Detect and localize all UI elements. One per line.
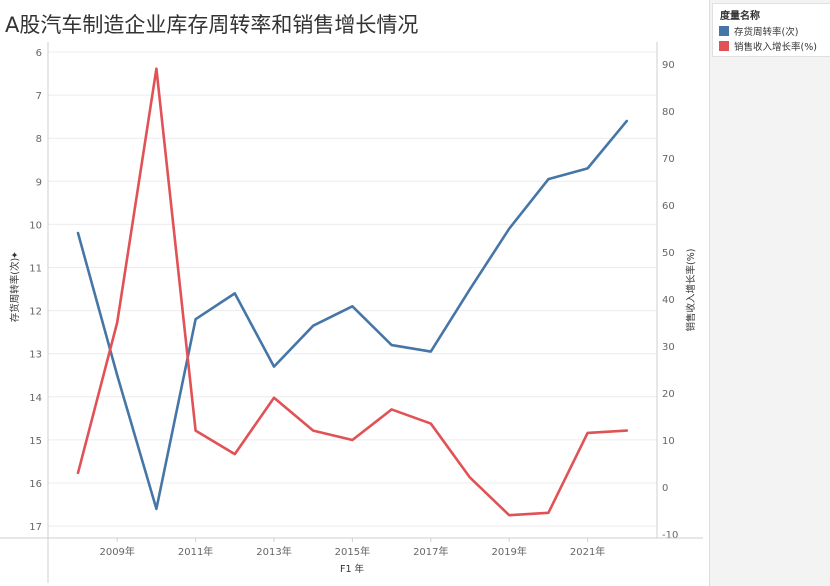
dual-axis-line-chart: 6 7 8 9 10 11 12 13 14 15 16 17 -10 0 10 20 30 40 50 60 70 80…	[0, 42, 703, 583]
x-tick-label: 2011年	[178, 545, 213, 558]
y-left-tick-label: 7	[36, 91, 42, 102]
y-left-tick-label: 10	[29, 220, 42, 231]
x-tick-label: 2017年	[413, 545, 448, 558]
legend-label: 存货周转率(次)	[734, 27, 799, 38]
pin-icon: ✦	[10, 251, 21, 259]
y-right-tick-label: 20	[662, 389, 675, 400]
x-tick-label: 2019年	[491, 545, 526, 558]
legend-panel: 度量名称 存货周转率(次) 销售收入增长率(%)	[709, 0, 830, 586]
x-tick-label: 2015年	[335, 545, 370, 558]
legend-title: 度量名称	[720, 11, 760, 22]
y-left-tick-label: 12	[29, 307, 42, 318]
x-tick-label: 2021年	[570, 545, 605, 558]
y-axis-left-label: 存货周转率(次)	[9, 258, 21, 322]
y-left-tick-label: 15	[29, 436, 42, 447]
y-left-tick-label: 9	[36, 177, 42, 188]
y-left-tick-label: 17	[29, 522, 42, 533]
y-right-tick-label: 60	[662, 201, 675, 212]
y-right-tick-label: 70	[662, 154, 675, 165]
y-right-tick-label: 50	[662, 248, 675, 259]
x-tick-label: 2009年	[99, 545, 134, 558]
y-right-tick-label: -10	[662, 530, 678, 541]
legend-item-inventory-turnover[interactable]: 存货周转率(次)	[719, 24, 798, 38]
legend-swatch	[719, 26, 729, 36]
y-left-tick-label: 11	[29, 264, 42, 275]
y-left-tick-label: 13	[29, 350, 42, 361]
y-left-tick-label: 16	[29, 479, 42, 490]
y-right-tick-label: 0	[662, 483, 668, 494]
y-right-tick-label: 90	[662, 60, 675, 71]
series-layer	[76, 67, 629, 517]
series-line-inventory-turnover	[76, 119, 629, 511]
y-axis-right-label: 销售收入增长率(%)	[685, 249, 697, 332]
y-left-tick-label: 14	[29, 393, 42, 404]
legend-item-sales-growth[interactable]: 销售收入增长率(%)	[719, 39, 817, 53]
y-right-tick-label: 80	[662, 107, 675, 118]
y-left-tick-label: 8	[36, 134, 42, 145]
y-right-tick-label: 30	[662, 342, 675, 353]
legend-swatch	[719, 41, 729, 51]
x-axis-label: F1 年	[340, 563, 365, 575]
y-right-tick-label: 40	[662, 295, 675, 306]
series-line-sales-growth	[76, 67, 629, 517]
x-tick-label: 2013年	[256, 545, 291, 558]
legend[interactable]: 度量名称 存货周转率(次) 销售收入增长率(%)	[712, 3, 830, 57]
y-left-tick-label: 6	[36, 48, 42, 59]
chart-title: A股汽车制造企业库存周转率和销售增长情况	[5, 13, 419, 37]
y-right-tick-label: 10	[662, 436, 675, 447]
axis-layer: 6 7 8 9 10 11 12 13 14 15 16 17 -10 0 10 20 30 40 50 60 70 80…	[0, 42, 703, 583]
legend-label: 销售收入增长率(%)	[734, 42, 817, 53]
